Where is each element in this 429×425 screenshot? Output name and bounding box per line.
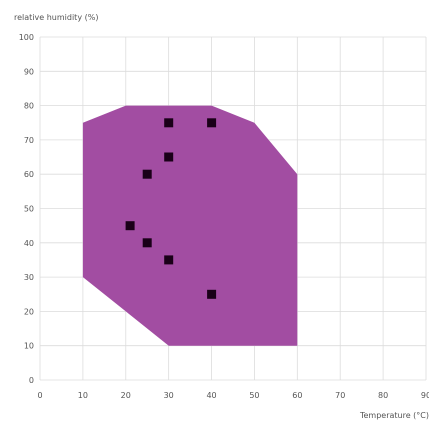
- x-tick-label: 70: [335, 391, 345, 400]
- x-tick-label: 50: [249, 391, 259, 400]
- y-tick-label: 40: [24, 239, 34, 248]
- y-tick-label: 50: [24, 205, 34, 214]
- data-point-3: [142, 169, 152, 179]
- y-tick-label: 20: [24, 307, 34, 316]
- y-tick-label: 10: [24, 342, 34, 351]
- x-tick-label: 40: [206, 391, 216, 400]
- x-tick-label: 0: [37, 391, 42, 400]
- x-tick-label: 30: [164, 391, 174, 400]
- data-point-5: [142, 238, 152, 248]
- x-tick-label: 90: [421, 391, 429, 400]
- data-point-2: [164, 152, 174, 162]
- x-tick-label: 10: [78, 391, 88, 400]
- x-tick-label: 20: [121, 391, 131, 400]
- data-point-0: [164, 118, 174, 128]
- y-tick-label: 100: [19, 33, 34, 42]
- x-axis-title: Temperature (°C): [359, 411, 429, 420]
- data-point-4: [125, 221, 135, 231]
- y-tick-label: 60: [24, 170, 34, 179]
- data-point-6: [164, 255, 174, 265]
- y-axis-title: relative humidity (%): [14, 13, 98, 22]
- region-polygon: [82, 105, 298, 346]
- tick-labels: 0 10 20 30 40 50 60 70 80 90 100 0 10 20 30 40 50 60 70 80 9…: [19, 33, 429, 400]
- y-tick-label: 0: [29, 376, 34, 385]
- y-tick-label: 70: [24, 136, 34, 145]
- y-tick-label: 80: [24, 102, 34, 111]
- x-tick-label: 60: [292, 391, 302, 400]
- y-tick-label: 90: [24, 67, 34, 76]
- data-points: [125, 118, 217, 299]
- comfort-region: [82, 105, 298, 346]
- x-tick-label: 80: [378, 391, 388, 400]
- data-point-7: [207, 289, 217, 299]
- y-tick-label: 30: [24, 273, 34, 282]
- data-point-1: [207, 118, 217, 128]
